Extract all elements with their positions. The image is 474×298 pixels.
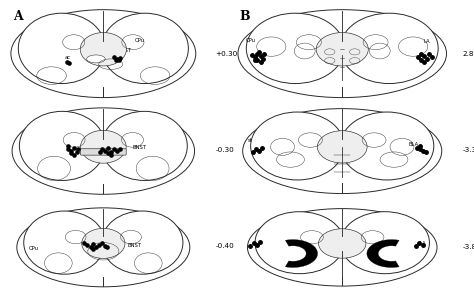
Text: -0.40: -0.40 [216, 243, 235, 249]
Ellipse shape [318, 131, 367, 163]
Text: CPu: CPu [28, 246, 38, 251]
Ellipse shape [316, 32, 368, 66]
Text: -3.80: -3.80 [462, 244, 474, 250]
Text: BLA: BLA [409, 142, 419, 147]
Ellipse shape [82, 228, 125, 258]
Text: CPu: CPu [135, 38, 145, 43]
Ellipse shape [87, 55, 105, 63]
Ellipse shape [251, 112, 344, 180]
Ellipse shape [238, 10, 447, 98]
Ellipse shape [17, 208, 190, 287]
Ellipse shape [243, 109, 442, 194]
Polygon shape [367, 240, 399, 268]
Text: -0.30: -0.30 [216, 148, 235, 153]
Ellipse shape [19, 111, 105, 181]
Ellipse shape [101, 211, 183, 274]
Text: st: st [248, 139, 253, 143]
Text: BNST: BNST [128, 243, 142, 248]
Text: ac: ac [90, 148, 96, 152]
Ellipse shape [18, 13, 105, 83]
Ellipse shape [255, 212, 344, 274]
Ellipse shape [340, 112, 434, 180]
Text: LA: LA [423, 39, 430, 44]
Text: -3.30: -3.30 [462, 148, 474, 153]
Ellipse shape [246, 13, 344, 83]
FancyBboxPatch shape [81, 149, 126, 155]
Ellipse shape [247, 209, 437, 286]
Ellipse shape [12, 108, 194, 194]
Text: CPu: CPu [246, 38, 255, 43]
Text: 2.80: 2.80 [462, 51, 474, 57]
Ellipse shape [340, 212, 429, 274]
Ellipse shape [101, 13, 188, 83]
Ellipse shape [11, 10, 196, 98]
Text: BNST: BNST [133, 145, 147, 150]
Text: +0.30: +0.30 [216, 51, 238, 57]
Text: VP: VP [118, 56, 123, 60]
Polygon shape [285, 240, 318, 268]
Ellipse shape [80, 32, 127, 66]
Ellipse shape [24, 211, 105, 274]
Ellipse shape [81, 130, 126, 163]
Text: Pt: Pt [374, 259, 380, 264]
Text: LA: LA [419, 241, 426, 246]
Text: LSt: LSt [104, 41, 113, 46]
Text: BNST: BNST [118, 48, 132, 53]
Text: B: B [239, 10, 250, 24]
Text: A: A [13, 10, 23, 24]
Ellipse shape [101, 111, 187, 181]
Ellipse shape [319, 229, 366, 258]
Text: ac: ac [65, 55, 71, 60]
Ellipse shape [340, 13, 438, 83]
